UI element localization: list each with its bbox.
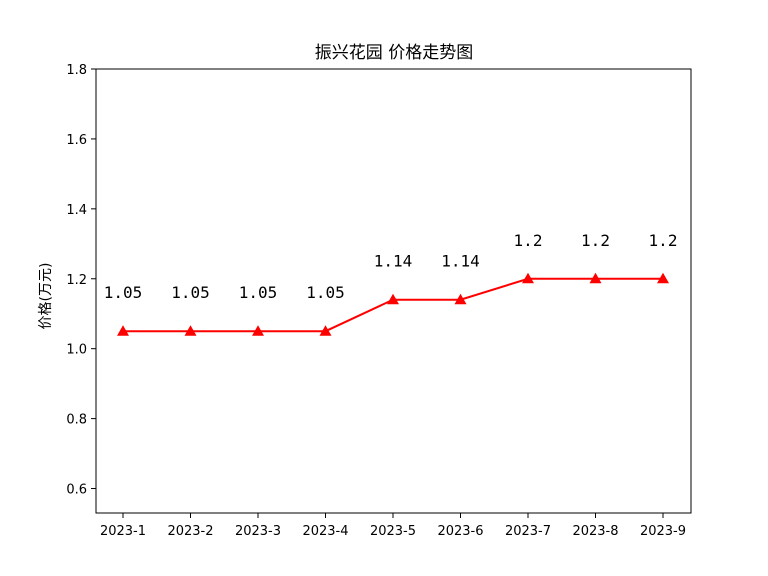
data-label: 1.05 [306, 283, 345, 302]
series-layer: 1.05 1.05 1.05 1.05 1.14 1.14 1.2 1.2 1.2 [104, 231, 678, 336]
x-tick-label: 2023-7 [505, 524, 551, 539]
data-point-marker [657, 272, 669, 284]
data-point-marker [387, 293, 399, 305]
x-tick-label: 2023-9 [640, 524, 686, 539]
data-point-marker [319, 325, 332, 336]
data-label: 1.2 [581, 231, 610, 250]
x-tick-label: 2023-6 [437, 524, 483, 539]
y-tick-label: 1.8 [66, 63, 87, 78]
data-label: 1.05 [171, 283, 210, 302]
y-axis: 0.6 0.8 1.0 1.2 1.4 1.6 1.8 [66, 63, 96, 498]
x-tick-label: 2023-2 [167, 524, 213, 539]
data-point-marker [184, 325, 197, 336]
data-point-marker [117, 325, 129, 336]
y-tick-label: 0.8 [66, 413, 87, 428]
data-point-marker [454, 293, 467, 305]
y-tick-label: 1.6 [66, 133, 87, 148]
data-label: 1.2 [514, 231, 543, 250]
data-label: 1.14 [441, 252, 480, 271]
x-tick-label: 2023-4 [302, 524, 348, 539]
x-tick-label: 2023-5 [370, 524, 416, 539]
x-tick-label: 2023-8 [572, 524, 618, 539]
y-axis-label: 价格(万元) [38, 263, 54, 330]
data-label: 1.2 [649, 231, 678, 250]
x-tick-label: 2023-1 [100, 524, 146, 539]
data-point-marker [589, 272, 602, 284]
data-point-marker [522, 272, 534, 284]
y-tick-label: 1.4 [66, 203, 87, 218]
data-label: 1.05 [239, 283, 278, 302]
chart-title: 振兴花园 价格走势图 [315, 43, 473, 63]
data-label: 1.05 [104, 283, 143, 302]
data-label: 1.14 [374, 252, 413, 271]
y-tick-label: 1.0 [66, 343, 87, 358]
data-point-marker [252, 325, 264, 336]
y-tick-label: 0.6 [66, 483, 87, 498]
x-tick-label: 2023-3 [235, 524, 281, 539]
y-tick-label: 1.2 [66, 273, 87, 288]
x-axis: 2023-1 2023-2 2023-3 2023-4 2023-5 2023-6 2023… [100, 513, 686, 539]
